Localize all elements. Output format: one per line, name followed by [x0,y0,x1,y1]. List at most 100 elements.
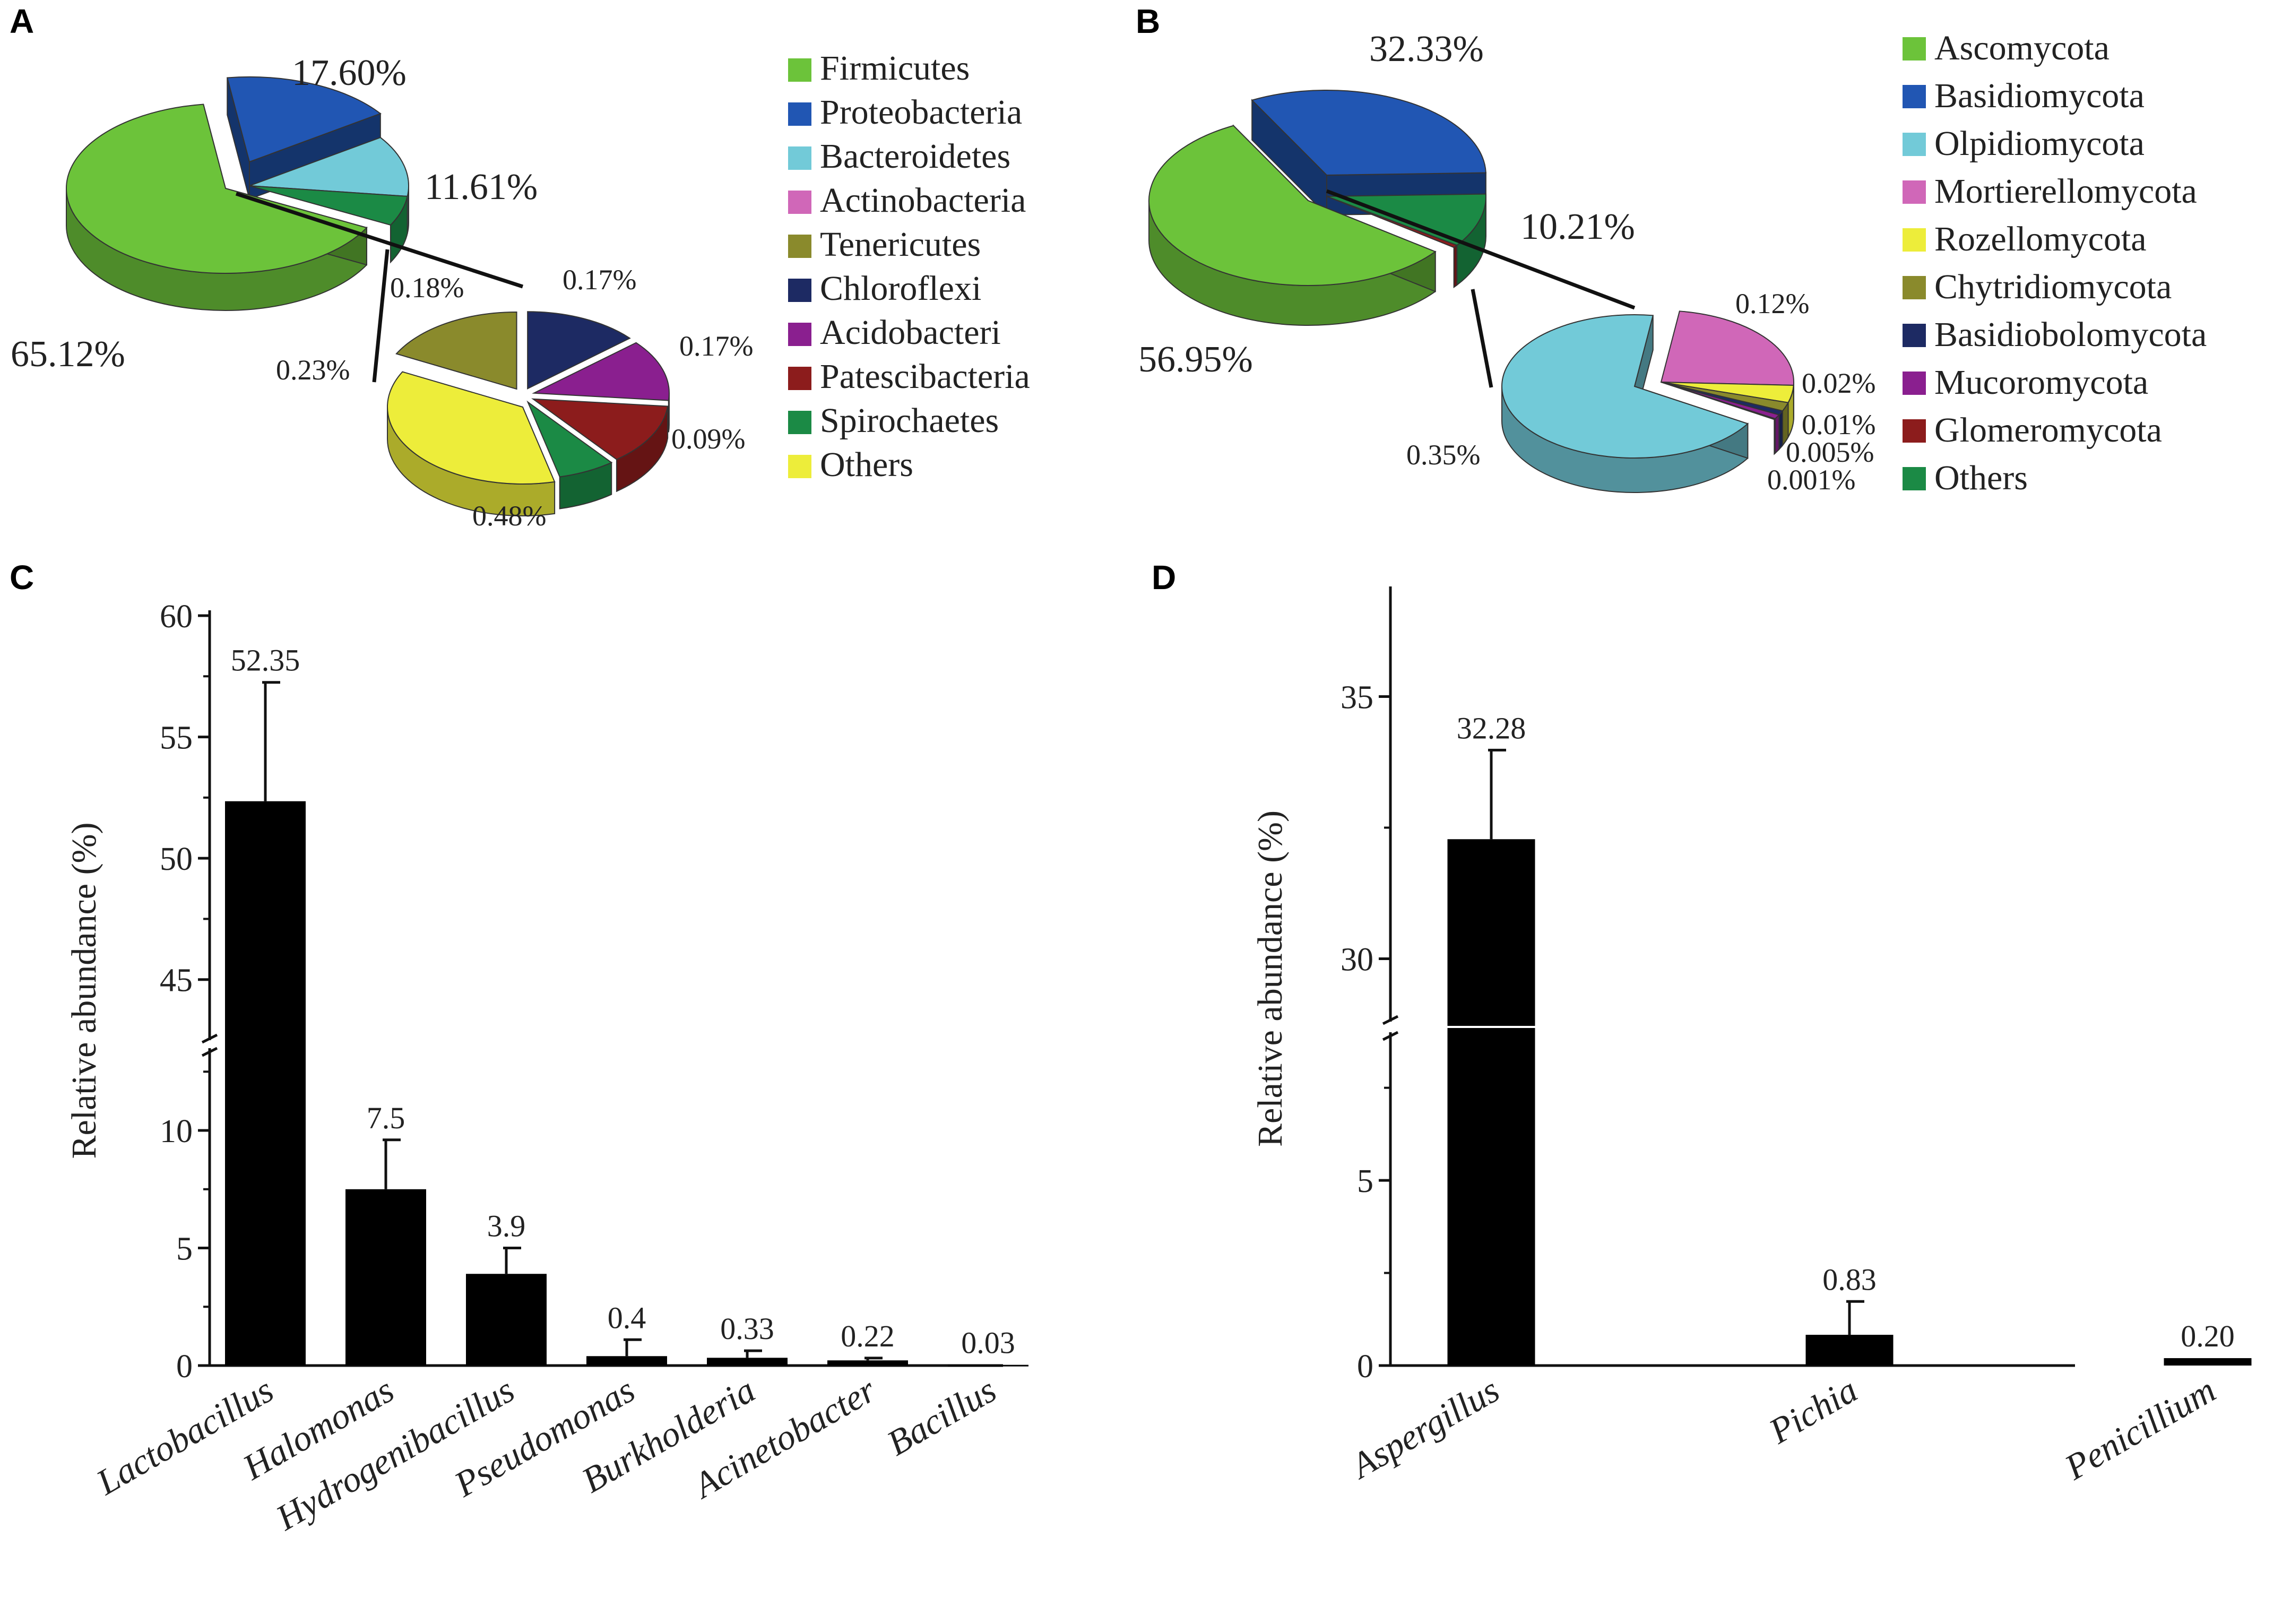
pie-b-label-basidiomycota: 32.33% [1369,29,1484,70]
pie-a-label-others: 0.48% [472,500,546,532]
pie-wall-glomeromycota [1774,417,1776,455]
pie-a-label-tenericutes: 0.23% [276,354,350,386]
legend-b-swatch-rozellomycota [1903,228,1926,252]
pie-b-label-others: 10.21% [1520,206,1635,247]
bar-value-label: 32.28 [1457,711,1526,745]
pie-slice-glomeromycota [1661,382,1776,420]
pie-a-label-patescibacteria: 0.17% [679,330,753,362]
legend-a-label-tenericutes: Tenericutes [820,225,981,264]
legend-b-swatch-basidiobolomycota [1903,324,1926,347]
panel-letter-c: C [10,558,34,597]
bar-value-label: 0.33 [720,1311,774,1346]
y-tick-label: 30 [1341,941,1373,978]
pie-slice-patescibacteria [531,398,669,460]
legend-b-swatch-ascomycota [1903,37,1926,61]
bar-break-gap [1445,1026,1537,1028]
legend-a-label-others: Others [820,445,913,484]
y-tick-label: 35 [1341,680,1373,716]
legend-a-swatch-proteobacteria [788,102,811,126]
pie-a-connector-upper [235,192,524,289]
panel-letter-d: D [1152,558,1176,597]
panel-d-bar-chart: 30 35 0 5 Relative abundance (%) 32.28 Aspergi… [1251,586,2252,1488]
pie-slice-others [387,371,556,485]
y-tick-label: 0 [1357,1349,1373,1385]
bar-value-label: 0.22 [841,1319,895,1353]
pie-b-label-basidiobolomycota: 0.005% [1786,436,1874,468]
legend-a-swatch-tenericutes [788,235,811,258]
legend-b: Ascomycota Basidiomycota Olpidiomycota Mort… [1903,29,2207,497]
bar-penicillium [2164,1358,2252,1366]
panel-a-pie-chart: 65.12% 17.60% 11.61% 0.18% 0.17% 0.17% 0.09% 0.… [11,49,1030,532]
pie-slice-minor-phyla-exploded [249,185,408,226]
legend-a-swatch-actinobacteria [788,191,811,214]
pie-a-connector-lower [372,249,390,383]
legend-b-swatch-basidiomycota [1903,85,1926,108]
x-category-label: Aspergillus [1343,1369,1506,1487]
pie-b-label-rozellomycota: 0.02% [1802,367,1875,399]
y-tick-label: 0 [176,1349,193,1385]
pie-b-label-glomeromycota: 0.001% [1767,464,1855,496]
pie-b-connector-lower [1471,289,1493,388]
legend-b-label-mucoromycota: Mucoromycota [1934,363,2148,402]
y-tick-label: 45 [160,963,193,999]
legend-b-swatch-olpidiomycota [1903,133,1926,156]
bar-value-label: 0.03 [961,1326,1015,1360]
legend-b-label-rozellomycota: Rozellomycota [1934,220,2147,258]
pie-slice-chloroflexi [527,311,631,390]
legend-a: Firmicutes Proteobacteria Bacteroidetes Act… [788,49,1030,484]
legend-a-swatch-chloroflexi [788,279,811,302]
legend-b-label-chytridiomycota: Chytridiomycota [1934,267,2172,306]
legend-b-swatch-glomeromycota [1903,419,1926,443]
legend-a-label-firmicutes: Firmicutes [820,49,970,88]
legend-b-label-others: Others [1934,459,2028,497]
x-category-label: Bacillus [880,1369,1002,1463]
pie-b-label-ascomycota: 56.95% [1138,339,1253,380]
legend-a-label-proteobacteria: Proteobacteria [820,93,1022,132]
pie-slice-ascomycota [1148,125,1437,286]
legend-a-swatch-acidobacteri [788,323,811,346]
axis-break-mark-lower [201,1047,218,1057]
pie-slice-spirochaetes [526,400,613,478]
pie-a-label-firmicutes: 65.12% [11,334,125,375]
bar-pseudomonas [586,1356,667,1366]
pie-slice-bacteroidetes [249,136,409,197]
pie-slice-minor-phyla-exploded [1326,196,1458,248]
legend-b-label-basidiomycota: Basidiomycota [1934,76,2145,115]
legend-a-swatch-bacteroidetes [788,146,811,170]
bar-value-label: 0.20 [2181,1319,2235,1353]
legend-a-swatch-spirochaetes [788,411,811,434]
y-tick-label: 50 [160,841,193,877]
legend-a-label-patescibacteria: Patescibacteria [820,357,1030,396]
pie-a-label-proteobacteria: 17.60% [292,53,407,93]
legend-b-swatch-chytridiomycota [1903,276,1926,299]
bar-hydrogenibacillus [466,1274,547,1366]
legend-a-label-acidobacteri: Acidobacteri [820,313,1001,352]
legend-a-label-spirochaetes: Spirochaetes [820,401,999,440]
pie-b-connector-upper [1326,189,1636,310]
axis-break-mark-upper [201,1033,218,1044]
legend-b-label-ascomycota: Ascomycota [1934,29,2110,67]
bar-aspergillus [1447,839,1535,1366]
pie-a-label-chloroflexi: 0.18% [390,272,464,304]
pie-slice-basidiomycota [1251,90,1486,176]
panel-b-pie-chart: 56.95%32.33%10.21%0.12%0.02%0.01%0.005%0… [1138,29,2207,497]
pie-b-label-olpidiomycota: 0.35% [1406,439,1480,471]
panel-c-bar-chart: 45 50 55 60 0 5 10 Relative abundance (%) 52.35 L… [65,599,1028,1538]
pie-slice-tenericutes [395,312,517,390]
legend-a-swatch-others [788,455,811,478]
bar-value-label: 52.35 [231,643,300,678]
y-tick-label: 10 [160,1113,193,1150]
bar-lactobacillus [225,801,306,1366]
pie-a-label-bacteroidetes: 11.61% [425,167,538,208]
axis-break-mark-lower [1382,1031,1399,1041]
bar-value-label: 0.4 [608,1300,646,1335]
legend-a-swatch-firmicutes [788,58,811,82]
legend-b-swatch-mucoromycota [1903,372,1926,395]
legend-a-swatch-patescibacteria [788,367,811,390]
pie-a-label-spirochaetes: 0.09% [671,423,745,455]
pie-b-label-mortierellomycota: 0.12% [1735,288,1809,319]
bar-acinetobacter [827,1360,908,1366]
y-tick-label: 5 [176,1231,193,1267]
pie-a-label-acidobacteri: 0.17% [563,264,636,296]
